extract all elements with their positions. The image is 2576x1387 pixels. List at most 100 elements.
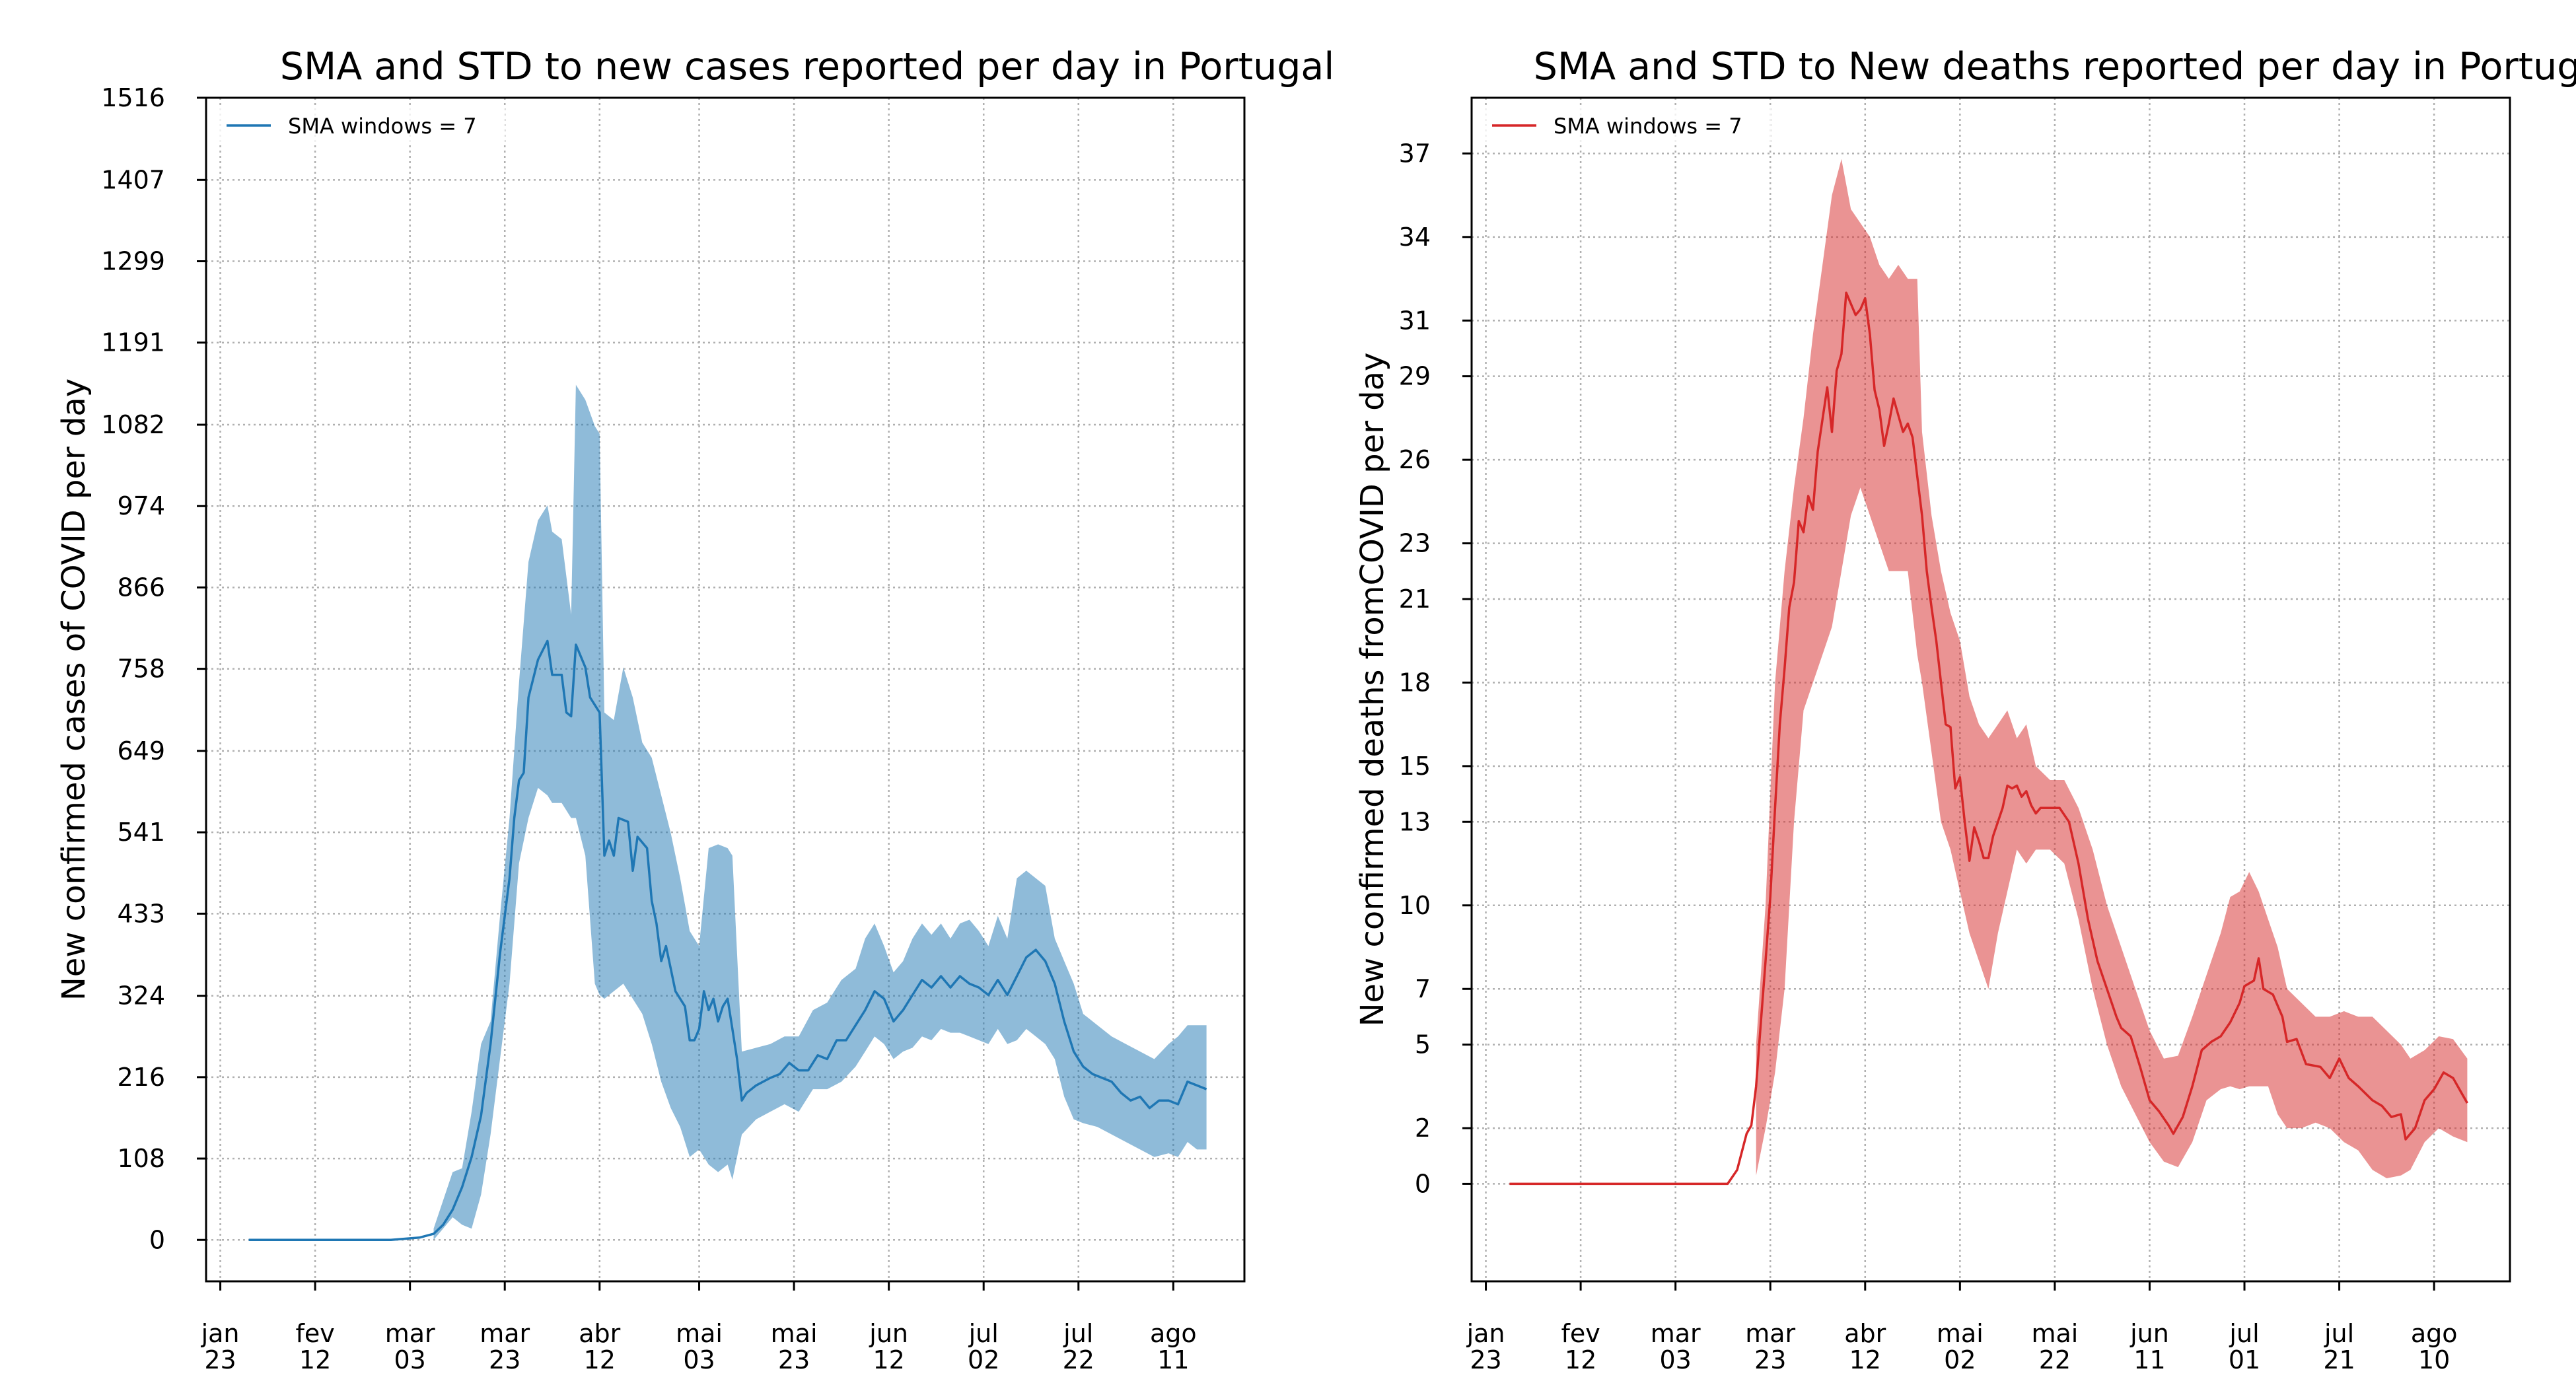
deaths-x-tick-label: ago	[2411, 1319, 2458, 1348]
deaths-x-tick-label: jan	[1466, 1319, 1505, 1348]
deaths-y-tick-label: 31	[1399, 306, 1431, 335]
deaths-x-tick-label: 03	[1659, 1345, 1691, 1374]
cases-x-tick-label: jun	[869, 1319, 908, 1348]
deaths-y-tick-label: 18	[1399, 668, 1431, 697]
deaths-x-tick-label: abr	[1844, 1319, 1886, 1348]
deaths-x-tick-label: 23	[1754, 1345, 1786, 1374]
cases-y-tick-label: 1407	[101, 165, 165, 194]
cases-y-tick-label: 216	[117, 1063, 165, 1092]
cases-legend-label: SMA windows = 7	[288, 114, 477, 139]
deaths-y-tick-label: 15	[1399, 752, 1431, 781]
deaths-x-tick-label: 12	[1565, 1345, 1596, 1374]
cases-y-tick-label: 866	[117, 573, 165, 602]
deaths-y-tick-label: 5	[1415, 1030, 1431, 1059]
cases-x-tick-label: 12	[584, 1345, 616, 1374]
deaths-x-tick-label: jul	[2229, 1319, 2259, 1348]
cases-x-tick-label: 03	[683, 1345, 715, 1374]
deaths-chart-title: SMA and STD to New deaths reported per d…	[1534, 45, 2576, 89]
deaths-x-tick-label: 10	[2418, 1345, 2450, 1374]
deaths-y-tick-label: 21	[1399, 585, 1431, 614]
cases-y-tick-label: 1191	[101, 328, 165, 357]
cases-y-tick-label: 1299	[101, 247, 165, 276]
deaths-x-tick-label: mar	[1651, 1319, 1701, 1348]
cases-y-tick-label: 433	[117, 899, 165, 928]
deaths-x-tick-label: mar	[1745, 1319, 1795, 1348]
deaths-grid	[1472, 98, 2510, 1281]
cases-sma-line	[248, 639, 1207, 1242]
cases-x-tick-label: 23	[778, 1345, 810, 1374]
cases-y-tick-label: 0	[149, 1225, 165, 1254]
cases-y-tick-label: 108	[117, 1144, 165, 1173]
deaths-x-tick-label: jun	[2129, 1319, 2169, 1348]
cases-line-layer	[248, 639, 1207, 1242]
cases-legend: SMA windows = 7	[215, 107, 505, 144]
cases-std-band	[433, 384, 1207, 1240]
cases-x-tick-label: fev	[295, 1319, 334, 1348]
deaths-x-tick-label: 23	[1470, 1345, 1501, 1374]
deaths-y-tick-label: 2	[1415, 1114, 1431, 1143]
cases-x-tick-label: 23	[489, 1345, 520, 1374]
cases-y-ticks: 0 108 216 324 433 541 649 758 866 974 1082 1191 1299…	[101, 83, 206, 1254]
deaths-y-ticks: 0 2 5 7 10 13 15 18 21 23 26 29 31 34 37	[1399, 139, 1472, 1198]
cases-x-tick-label: mai	[676, 1319, 723, 1348]
cases-y-tick-label: 1516	[101, 83, 165, 112]
deaths-chart: SMA and STD to New deaths reported per d…	[1354, 45, 2576, 1374]
cases-x-tick-label: 23	[204, 1345, 236, 1374]
deaths-y-tick-label: 29	[1399, 362, 1431, 391]
cases-chart: SMA and STD to new cases reported per da…	[55, 45, 1334, 1374]
cases-x-tick-label: 22	[1063, 1345, 1094, 1374]
cases-x-tick-label: 03	[394, 1345, 425, 1374]
cases-x-tick-label: jul	[968, 1319, 999, 1348]
cases-y-tick-label: 324	[117, 981, 165, 1011]
deaths-x-tick-label: 02	[1944, 1345, 1976, 1374]
deaths-std-band	[1756, 159, 2468, 1178]
cases-x-tick-label: mar	[385, 1319, 435, 1348]
cases-y-tick-label: 541	[117, 818, 165, 847]
cases-y-axis-label: New confirmed cases of COVID per day	[55, 378, 92, 1001]
cases-plot-frame	[205, 96, 1246, 1283]
deaths-y-tick-label: 10	[1399, 891, 1431, 920]
deaths-y-tick-label: 0	[1415, 1169, 1431, 1198]
cases-x-tick-label: jul	[1063, 1319, 1093, 1348]
deaths-x-ticks: jan23fev12mar03mar23abr12mai02mai22jun11…	[1466, 1281, 2458, 1374]
cases-chart-title: SMA and STD to new cases reported per da…	[280, 45, 1334, 89]
deaths-x-tick-label: jul	[2324, 1319, 2354, 1348]
deaths-x-tick-label: 21	[2323, 1345, 2355, 1374]
cases-x-tick-label: 12	[873, 1345, 904, 1374]
deaths-y-tick-label: 7	[1415, 974, 1431, 1003]
cases-x-tick-label: ago	[1150, 1319, 1197, 1348]
deaths-y-tick-label: 23	[1399, 529, 1431, 558]
deaths-line-layer	[1509, 291, 2468, 1186]
cases-y-tick-label: 974	[117, 491, 165, 520]
deaths-sma-line	[1509, 291, 2468, 1186]
deaths-band-layer	[1756, 159, 2468, 1178]
deaths-x-tick-label: mai	[1937, 1319, 1984, 1348]
cases-x-tick-label: mai	[771, 1319, 818, 1348]
cases-y-tick-label: 1082	[101, 410, 165, 439]
deaths-legend: SMA windows = 7	[1480, 107, 1771, 144]
cases-x-tick-label: jan	[201, 1319, 240, 1348]
deaths-x-tick-label: 22	[2039, 1345, 2071, 1374]
deaths-y-tick-label: 26	[1399, 445, 1431, 474]
cases-band-layer	[433, 384, 1207, 1240]
deaths-y-tick-label: 34	[1399, 223, 1431, 252]
deaths-legend-label: SMA windows = 7	[1554, 114, 1742, 139]
deaths-plot-frame	[1470, 96, 2511, 1283]
cases-x-ticks: jan23fev12mar03mar23abr12mai03mai23jun12…	[201, 1281, 1197, 1374]
deaths-x-tick-label: 11	[2133, 1345, 2165, 1374]
cases-x-tick-label: abr	[579, 1319, 620, 1348]
cases-x-tick-label: mar	[480, 1319, 530, 1348]
deaths-x-tick-label: mai	[2031, 1319, 2078, 1348]
cases-y-tick-label: 649	[117, 736, 165, 765]
deaths-x-tick-label: fev	[1561, 1319, 1600, 1348]
cases-x-tick-label: 12	[299, 1345, 331, 1374]
deaths-y-tick-label: 13	[1399, 807, 1431, 836]
deaths-y-tick-label: 37	[1399, 139, 1431, 168]
deaths-y-axis-label: New confirmed deaths fromCOVID per day	[1354, 353, 1391, 1027]
deaths-x-tick-label: 12	[1849, 1345, 1881, 1374]
deaths-x-tick-label: 01	[2229, 1345, 2260, 1374]
cases-x-tick-label: 02	[968, 1345, 999, 1374]
cases-x-tick-label: 11	[1157, 1345, 1189, 1374]
